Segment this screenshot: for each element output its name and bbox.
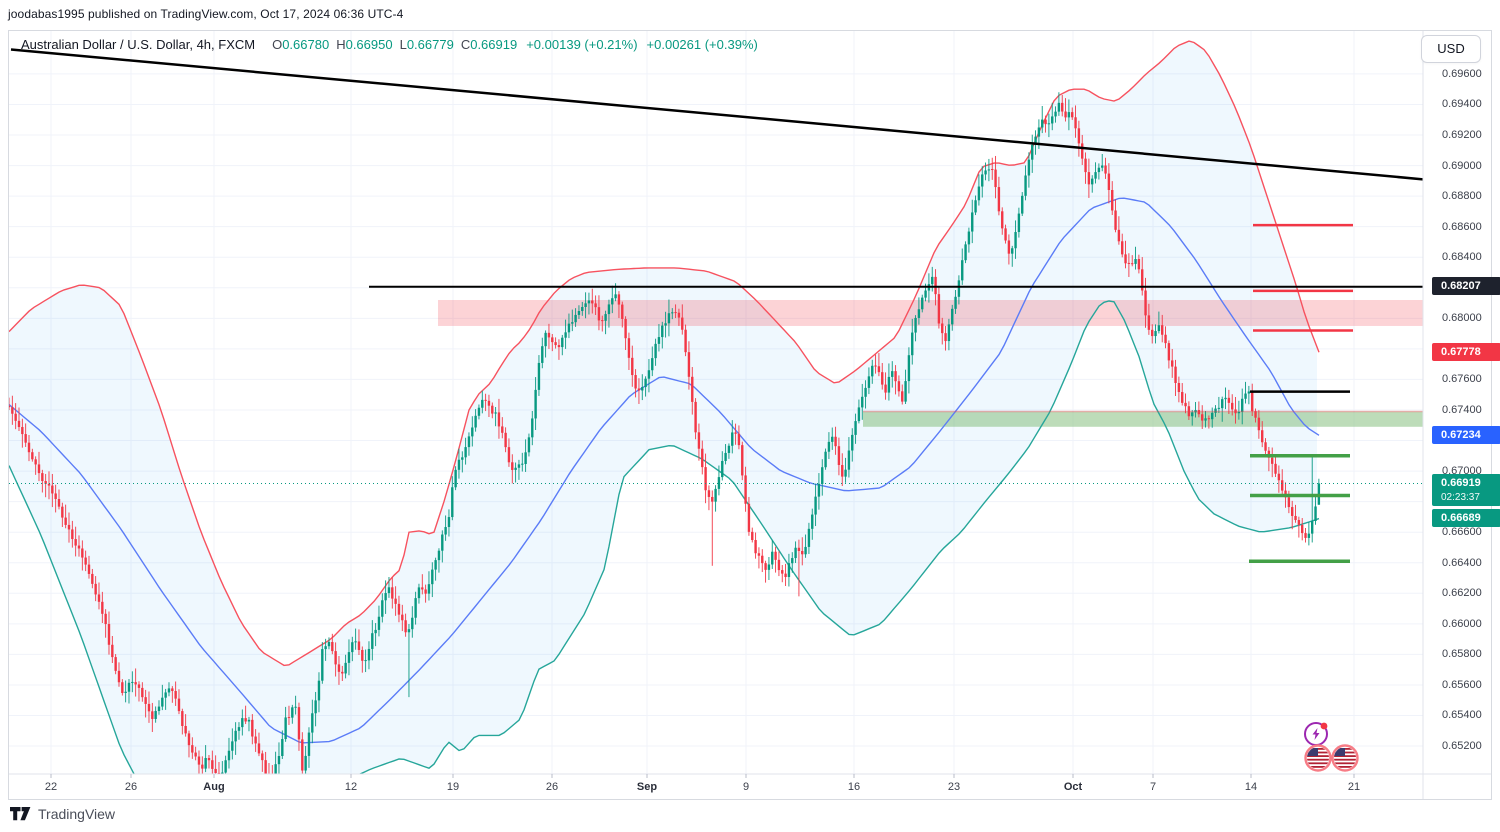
grid bbox=[9, 31, 1423, 774]
bb-lower-line bbox=[9, 300, 1320, 774]
tradingview-logo-icon[interactable] bbox=[10, 807, 31, 821]
economic-event-us-flag-icon[interactable] bbox=[1331, 744, 1359, 772]
bb-upper-line bbox=[9, 40, 1320, 667]
price-label-value: 0.66689 bbox=[1441, 512, 1481, 525]
time-tick-label: Sep bbox=[636, 781, 658, 793]
ohlc-key: O bbox=[272, 37, 283, 52]
time-tick-label: 14 bbox=[1244, 781, 1258, 793]
symbol-legend[interactable]: Australian Dollar / U.S. Dollar, 4h, FXC… bbox=[21, 37, 758, 52]
time-tick-label: 26 bbox=[545, 781, 559, 793]
price-tick-label: 0.69400 bbox=[1442, 98, 1482, 111]
chart-pane[interactable] bbox=[9, 31, 1491, 799]
ohlc-key: C bbox=[460, 37, 471, 52]
ohlc-value: 0.66780 bbox=[282, 37, 330, 52]
footer: TradingView bbox=[10, 806, 115, 822]
attribution-text: joodabas1995 published on TradingView.co… bbox=[8, 7, 404, 21]
time-tick-label: 22 bbox=[44, 781, 58, 793]
time-tick-label: 19 bbox=[446, 781, 460, 793]
price-tick-label: 0.67600 bbox=[1442, 373, 1482, 386]
candlestick-series bbox=[9, 92, 1321, 774]
idea-marker-lightning-icon[interactable] bbox=[1304, 722, 1328, 746]
time-tick-label: 26 bbox=[124, 781, 138, 793]
bar-countdown: 02:23:37 bbox=[1441, 491, 1480, 503]
trendline[interactable] bbox=[10, 48, 1423, 181]
time-tick-label: 7 bbox=[1149, 781, 1157, 793]
price-tick-label: 0.68000 bbox=[1442, 312, 1482, 325]
ohlc-key: H bbox=[336, 37, 346, 52]
change-bars: +0.00261 (+0.39%) bbox=[646, 37, 758, 52]
time-tick-label: Aug bbox=[203, 781, 225, 793]
level-price-label: 0.68207 bbox=[1432, 277, 1500, 296]
price-tick-label: 0.66400 bbox=[1442, 556, 1482, 569]
pane-layer bbox=[9, 31, 1423, 774]
price-label-value: 0.67778 bbox=[1441, 345, 1481, 358]
ohlc-value: 0.66919 bbox=[470, 37, 518, 52]
bollinger-fill bbox=[9, 40, 1317, 774]
price-tick-label: 0.69200 bbox=[1442, 129, 1482, 142]
price-tick-label: 0.68400 bbox=[1442, 251, 1482, 264]
time-tick-label: 21 bbox=[1347, 781, 1361, 793]
chart-frame: Australian Dollar / U.S. Dollar, 4h, FXC… bbox=[8, 30, 1500, 800]
price-zone bbox=[863, 411, 1423, 427]
ohlc-key: L bbox=[399, 37, 407, 52]
price-label-value: 0.67234 bbox=[1441, 428, 1481, 441]
ohlc-values: O0.66780 H0.66950 L0.66779 C0.66919 bbox=[265, 37, 517, 52]
time-tick-label: 9 bbox=[742, 781, 750, 793]
price-tick-label: 0.66200 bbox=[1442, 587, 1482, 600]
price-tick-label: 0.69600 bbox=[1442, 67, 1482, 80]
price-tick-label: 0.65400 bbox=[1442, 709, 1482, 722]
level-price-label: 0.67778 bbox=[1432, 342, 1500, 361]
ohlc-value: 0.66950 bbox=[345, 37, 393, 52]
price-label-value: 0.66919 bbox=[1441, 476, 1481, 489]
price-tick-label: 0.69000 bbox=[1442, 159, 1482, 172]
price-tick-label: 0.67400 bbox=[1442, 403, 1482, 416]
price-tick-label: 0.68600 bbox=[1442, 220, 1482, 233]
price-tick-label: 0.68800 bbox=[1442, 190, 1482, 203]
price-tick-label: 0.65600 bbox=[1442, 678, 1482, 691]
change-absolute: +0.00139 (+0.21%) bbox=[526, 37, 638, 52]
level-price-label: 0.66689 bbox=[1432, 509, 1500, 528]
time-tick-label: 12 bbox=[344, 781, 358, 793]
currency-toggle-button[interactable]: USD bbox=[1421, 35, 1481, 63]
current-price-label: 0.66919 02:23:37 bbox=[1432, 473, 1500, 506]
time-tick-label: Oct bbox=[1063, 781, 1083, 793]
price-tick-label: 0.66600 bbox=[1442, 526, 1482, 539]
symbol-title: Australian Dollar / U.S. Dollar, 4h, FXC… bbox=[21, 37, 256, 52]
price-tick-label: 0.65800 bbox=[1442, 648, 1482, 661]
level-price-label: 0.67234 bbox=[1432, 425, 1500, 444]
tradingview-brand-text[interactable]: TradingView bbox=[38, 806, 116, 822]
price-tick-label: 0.65200 bbox=[1442, 740, 1482, 753]
price-label-value: 0.68207 bbox=[1441, 280, 1481, 293]
economic-event-us-flag-icon[interactable] bbox=[1304, 744, 1332, 772]
price-tick-label: 0.66000 bbox=[1442, 617, 1482, 630]
ohlc-value: 0.66779 bbox=[406, 37, 454, 52]
time-tick-label: 16 bbox=[847, 781, 861, 793]
time-tick-label: 23 bbox=[947, 781, 961, 793]
bb-basis-line bbox=[9, 197, 1320, 744]
